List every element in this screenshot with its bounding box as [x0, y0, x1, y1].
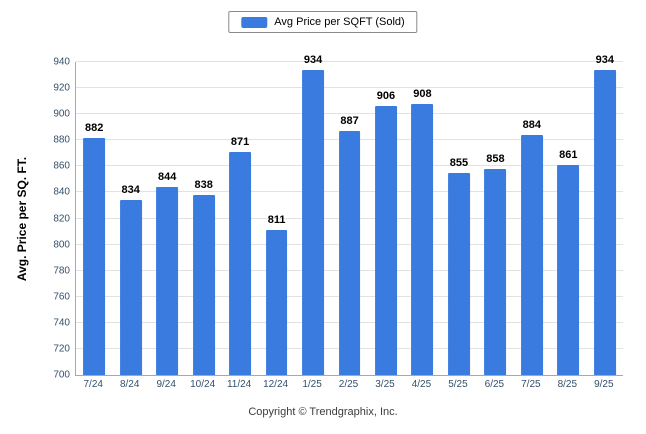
bar [302, 69, 324, 375]
x-tick-label: 5/25 [448, 379, 468, 390]
y-tick-label: 740 [53, 317, 70, 329]
bar-slot: 871 [222, 62, 258, 375]
copyright-text: Copyright © Trendgraphix, Inc. [248, 406, 398, 418]
plot-area: 882 834 844 838 871 811 934 887 906 908 855 858 884 8… [75, 54, 623, 376]
bar-value-label: 906 [376, 90, 396, 103]
bar [411, 103, 434, 375]
legend: Avg Price per SQFT (Sold) [228, 11, 418, 33]
bar-value-label: 884 [522, 119, 542, 132]
x-tick-label: 1/25 [302, 379, 322, 390]
bar-value-label: 844 [157, 171, 177, 184]
bar-value-label: 861 [559, 149, 578, 162]
bar-slot: 934 [587, 54, 623, 375]
bar [484, 168, 507, 375]
y-tick-label: 860 [53, 160, 70, 172]
y-tick-label: 840 [53, 186, 70, 198]
y-axis-labels: 700 720 740 760 780 800 820 840 860 880 900 920 940 [30, 57, 70, 381]
x-tick-label: 6/25 [484, 379, 505, 390]
y-tick-label: 760 [53, 291, 70, 303]
x-tick-label: 12/24 [263, 379, 289, 390]
x-tick-label: 3/25 [375, 379, 395, 390]
bar-slot: 844 [149, 62, 185, 375]
bar-value-label: 887 [340, 115, 359, 128]
bar-value-label: 834 [121, 184, 140, 197]
bar-slot: 811 [258, 62, 294, 375]
gridline [76, 87, 623, 89]
y-tick-label: 940 [53, 56, 70, 68]
x-tick-label: 8/25 [557, 379, 578, 390]
bar-value-label: 855 [449, 156, 469, 169]
bar-value-label: 871 [230, 136, 250, 148]
bar-value-label: 882 [85, 121, 104, 134]
x-tick-label: 7/24 [83, 379, 103, 390]
bar-slot: 908 [404, 62, 440, 375]
legend-label: Avg Price per SQFT (Sold) [274, 16, 405, 28]
bar [83, 137, 106, 375]
bar-slot: 861 [550, 62, 586, 375]
bars: 882 834 844 838 871 811 934 887 906 908 855 858 884 8… [76, 54, 623, 375]
bar [593, 69, 616, 375]
y-tick-label: 720 [53, 343, 70, 355]
y-tick-label: 820 [53, 213, 70, 224]
bar-slot: 834 [112, 62, 148, 375]
x-tick-label: 10/24 [190, 379, 216, 390]
bar-value-label: 811 [267, 214, 286, 227]
x-tick-label: 7/25 [521, 379, 541, 390]
x-tick-label: 8/24 [119, 379, 140, 390]
bar-value-label: 908 [413, 87, 432, 100]
bar-value-label: 858 [486, 152, 505, 165]
bar [338, 131, 361, 375]
bar-value-label: 838 [194, 179, 213, 192]
y-tick-label: 800 [53, 239, 70, 251]
bar [119, 200, 142, 375]
gridline [76, 113, 623, 115]
bar-slot: 884 [514, 62, 550, 375]
y-tick-label: 880 [53, 134, 70, 146]
gridline [76, 61, 623, 62]
bar [557, 165, 580, 375]
legend-swatch-icon [241, 16, 268, 28]
bar-slot: 887 [331, 62, 367, 375]
bar-slot: 855 [441, 62, 477, 375]
x-tick-label: 9/25 [594, 379, 614, 390]
bar-slot: 934 [295, 54, 331, 375]
bar [265, 230, 288, 375]
x-tick-label: 11/24 [226, 379, 252, 390]
y-tick-label: 700 [53, 369, 70, 381]
y-tick-label: 780 [53, 265, 70, 277]
bar-slot: 906 [368, 62, 404, 375]
bar [520, 135, 543, 375]
bar [156, 187, 179, 375]
x-axis-labels: 7/24 8/24 9/24 10/24 11/24 12/24 1/25 2/25 3/25 4… [75, 379, 622, 390]
bar [447, 172, 470, 375]
y-tick-label: 900 [53, 108, 70, 120]
bar [192, 195, 215, 375]
bar-value-label: 934 [303, 53, 323, 66]
bar-slot: 858 [477, 62, 513, 375]
bar-slot: 882 [76, 62, 112, 375]
bar [375, 106, 397, 375]
x-tick-label: 2/25 [338, 379, 359, 390]
bar-slot: 838 [185, 62, 221, 375]
bar [229, 152, 252, 375]
bar-value-label: 934 [595, 53, 614, 66]
y-axis-title: Avg. Price per SQ. FT. [15, 156, 29, 282]
x-tick-label: 4/25 [411, 379, 432, 390]
x-tick-label: 9/24 [156, 379, 176, 390]
y-tick-label: 920 [53, 82, 70, 94]
